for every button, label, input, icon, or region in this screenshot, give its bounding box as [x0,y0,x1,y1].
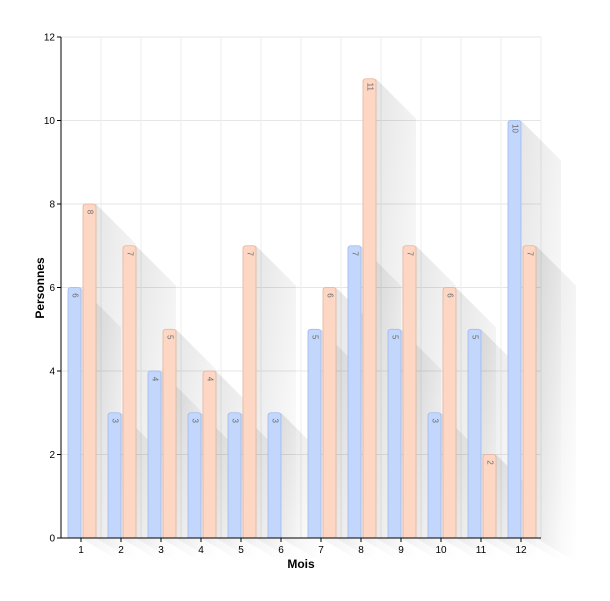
bar-value-label: 3 [430,419,439,424]
x-tick-label: 6 [278,545,284,556]
bar-series-1 [347,245,362,539]
x-tick-label: 10 [435,545,447,556]
bar-value-label: 7 [525,252,534,257]
x-tick-label: 11 [476,545,487,556]
bars: 6 8 3 7 4 5 3 4 3 7 3 5 6 7 11 5 7 3 6 5 2 10 7 [67,78,537,539]
bar-series-2 [162,328,177,539]
x-tick-label: 8 [358,545,364,556]
y-tick-label: 4 [49,367,55,378]
bar-value-label: 11 [365,83,374,92]
bar-series-1 [507,120,522,539]
y-tick-label: 6 [49,283,55,294]
bar-value-label: 4 [150,377,159,382]
bar-value-label: 10 [510,124,519,133]
bar-shadow [536,245,576,562]
bar-value-label: 5 [310,335,319,340]
bar-series-1 [187,412,202,539]
bar-value-label: 5 [470,335,479,340]
bar-series-2 [242,245,257,539]
bar-series-1 [267,412,282,539]
x-tick-labels: 1 2 3 4 5 6 7 8 9 10 11 12 [78,538,527,556]
bar-series-1 [227,412,242,539]
bar-value-label: 4 [205,377,214,382]
bar-series-2 [522,245,537,539]
y-tick-labels: 0 2 4 6 8 10 12 [44,33,61,545]
bar-series-2 [442,287,457,539]
bar-value-label: 3 [270,419,279,424]
y-tick-label: 8 [49,200,55,211]
bar-series-1 [467,328,482,539]
bar-series-2 [122,245,137,539]
bar-series-2 [202,370,217,539]
y-tick-label: 2 [49,450,55,461]
bar-series-1 [107,412,122,539]
x-tick-label: 7 [318,545,324,556]
x-tick-label: 1 [78,545,84,556]
y-axis-title: Personnes [33,257,47,319]
bar-value-label: 2 [485,460,494,465]
bar-series-2 [402,245,417,539]
bar-series-2 [482,454,497,539]
bar-value-label: 7 [405,252,414,257]
y-tick-label: 0 [49,534,55,545]
x-tick-label: 4 [198,545,204,556]
bar-series-1 [427,412,442,539]
bar-value-label: 3 [230,419,239,424]
x-tick-label: 5 [238,545,244,556]
bar-series-1 [387,328,402,539]
y-tick-label: 12 [44,33,56,44]
bar-series-2 [322,287,337,539]
bar-value-label: 3 [110,419,119,424]
bar-value-label: 8 [85,210,94,215]
bar-series-1 [307,328,322,539]
bar-series-1 [67,287,82,539]
bar-value-label: 7 [125,252,134,257]
x-tick-label: 3 [158,545,164,556]
bar-value-label: 5 [165,335,174,340]
x-tick-label: 12 [515,545,527,556]
bar-value-label: 3 [190,419,199,424]
x-tick-label: 2 [118,545,124,556]
x-axis-title: Mois [287,557,315,571]
bar-value-label: 7 [350,252,359,257]
bar-value-label: 7 [245,252,254,257]
bar-value-label: 5 [390,335,399,340]
bar-series-2 [82,203,97,539]
y-tick-label: 10 [44,116,56,127]
bar-series-1 [147,370,162,539]
x-tick-label: 9 [398,545,404,556]
bar-value-label: 6 [70,293,79,298]
bar-series-2 [362,78,377,539]
bar-value-label: 6 [325,293,334,298]
bar-value-label: 6 [445,293,454,298]
